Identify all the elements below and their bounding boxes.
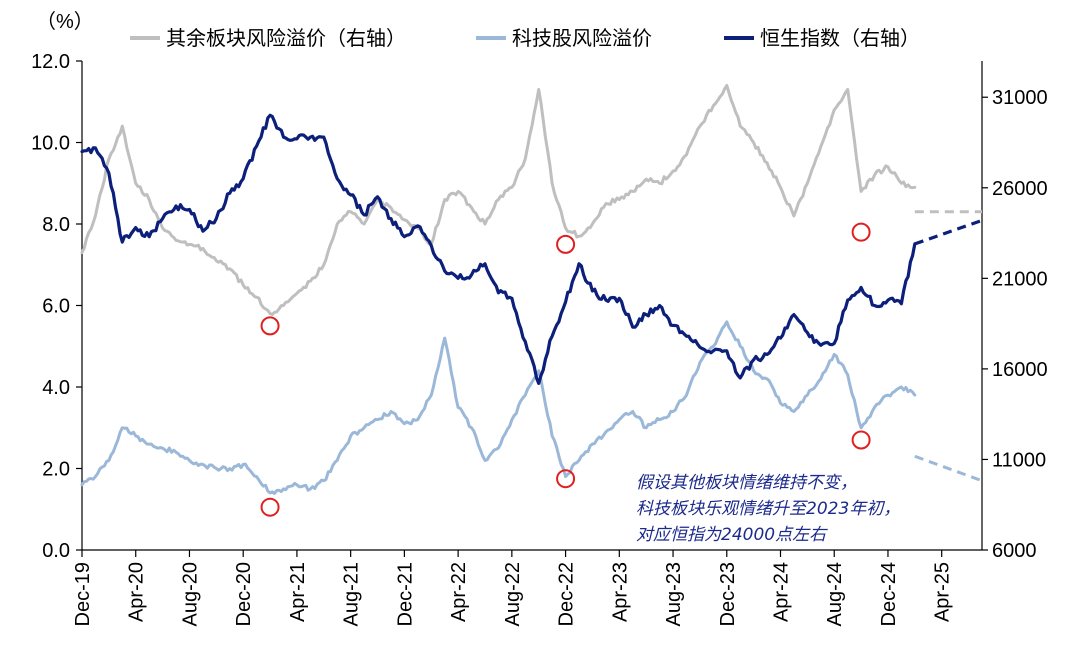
x-tick-label: Apr-21: [287, 562, 309, 622]
series-projection-2: [914, 454, 983, 483]
right-tick-label: 11000: [992, 449, 1046, 471]
left-tick-label: 10.0: [31, 133, 70, 155]
x-tick-label: Aug-24: [824, 562, 846, 627]
legend-label: 其余板块风险溢价（右轴）: [166, 26, 406, 50]
highlight-marker: [851, 430, 871, 450]
left-tick-label: 2.0: [42, 459, 70, 481]
legend-label: 科技股风险溢价: [512, 26, 652, 50]
highlight-markers: [260, 222, 871, 517]
highlight-marker: [851, 222, 871, 242]
x-tick-label: Apr-23: [609, 562, 631, 622]
x-tick-label: Aug-20: [179, 562, 201, 627]
x-tick-label: Dec-22: [556, 562, 578, 626]
left-tick-label: 6.0: [42, 296, 70, 318]
right-tick-label: 26000: [992, 178, 1048, 200]
highlight-marker: [556, 234, 576, 254]
x-tick-label: Aug-21: [341, 562, 363, 627]
y-unit-label: （%）: [36, 10, 94, 33]
x-tick-label: Dec-21: [394, 562, 416, 626]
right-tick-label: 6000: [992, 540, 1037, 562]
right-tick-label: 21000: [992, 268, 1048, 290]
x-tick-label: Apr-20: [126, 562, 148, 622]
x-tick-label: Aug-22: [502, 562, 524, 627]
x-tick-label: Dec-20: [233, 562, 255, 626]
highlight-marker: [260, 316, 280, 336]
legend-label: 恒生指数（右轴）: [760, 26, 920, 50]
series-lines: [80, 83, 983, 495]
x-tick-label: Apr-22: [448, 562, 470, 622]
right-tick-label: 16000: [992, 359, 1048, 381]
x-tick-label: Dec-19: [72, 562, 94, 626]
series-line-1: [80, 83, 917, 316]
annotation-line: 假设其他板块情绪维持不变，: [636, 473, 857, 493]
x-tick-label: Dec-24: [878, 562, 900, 626]
right-tick-label: 31000: [992, 87, 1048, 109]
series-line-3: [80, 113, 917, 385]
annotation: 假设其他板块情绪维持不变， 科技板块乐观情绪升至2023年初， 对应恒指为24000…: [636, 473, 900, 545]
axes: （%） 0.0 2.0 4.0 6.0 8.0 10.0 12.0 6000 11000 16000…: [31, 10, 1048, 627]
left-tick-label: 8.0: [42, 214, 70, 236]
annotation-line: 科技板块乐观情绪升至2023年初，: [636, 499, 900, 519]
x-tick-label: Apr-24: [771, 562, 793, 622]
annotation-line: 对应恒指为24000点左右: [636, 525, 828, 545]
highlight-marker: [556, 469, 576, 489]
legend: 其余板块风险溢价（右轴） 科技股风险溢价 恒生指数（右轴）: [130, 26, 920, 50]
series-projection-3: [914, 218, 983, 246]
x-tick-label: Dec-23: [717, 562, 739, 626]
x-tick-label: Apr-25: [932, 562, 954, 622]
x-tick-label: Aug-23: [663, 562, 685, 627]
left-tick-label: 12.0: [31, 51, 70, 73]
highlight-marker: [260, 497, 280, 517]
series-line-2: [80, 320, 917, 495]
left-tick-label: 0.0: [42, 540, 70, 562]
left-tick-label: 4.0: [42, 377, 70, 399]
